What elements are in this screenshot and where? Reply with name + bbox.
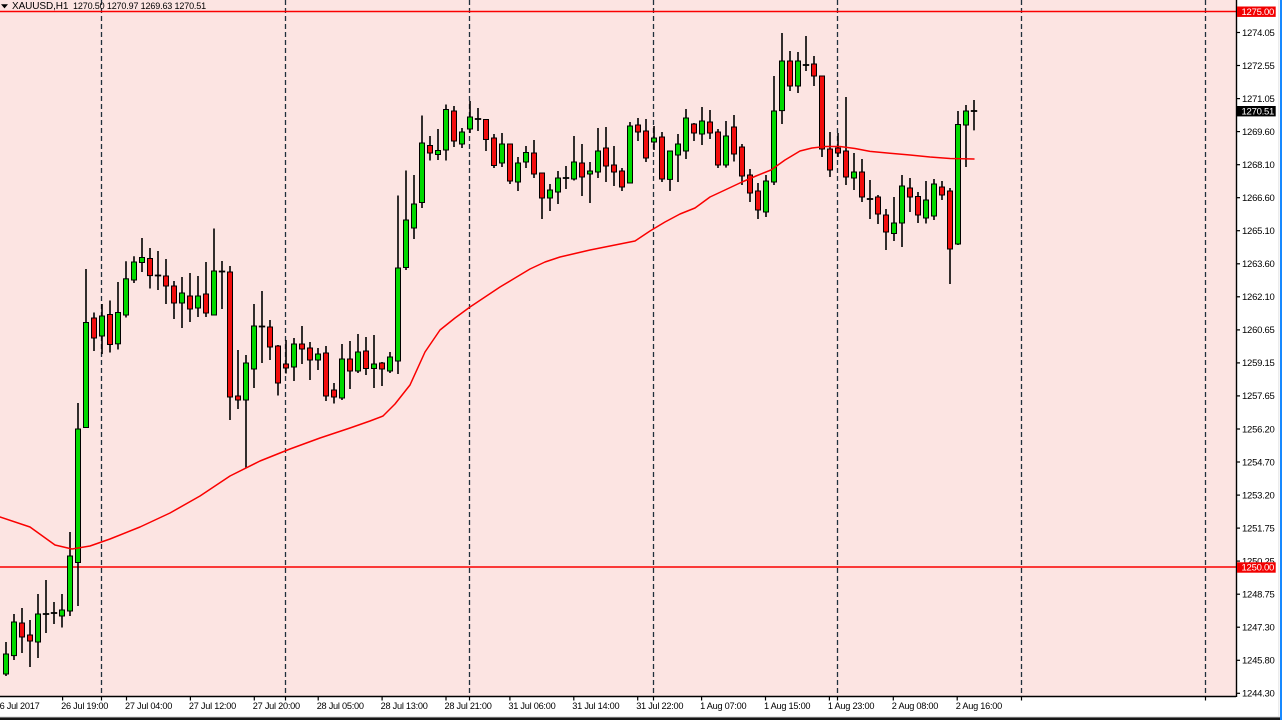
svg-text:2 Aug 16:00: 2 Aug 16:00 — [956, 701, 1002, 711]
svg-text:27 Jul 04:00: 27 Jul 04:00 — [125, 701, 172, 711]
svg-text:1250.00: 1250.00 — [1242, 563, 1275, 574]
svg-text:1254.70: 1254.70 — [1242, 457, 1275, 468]
svg-text:26 Jul 19:00: 26 Jul 19:00 — [61, 701, 108, 711]
svg-text:1269.60: 1269.60 — [1242, 127, 1275, 138]
svg-text:1260.65: 1260.65 — [1242, 325, 1275, 336]
svg-text:26 Jul 2017: 26 Jul 2017 — [0, 701, 40, 711]
svg-text:1 Aug 07:00: 1 Aug 07:00 — [700, 701, 746, 711]
svg-text:1244.30: 1244.30 — [1242, 689, 1275, 700]
svg-text:1262.10: 1262.10 — [1242, 292, 1275, 303]
svg-text:1266.60: 1266.60 — [1242, 193, 1275, 204]
svg-text:1253.20: 1253.20 — [1242, 490, 1275, 501]
svg-text:28 Jul 05:00: 28 Jul 05:00 — [317, 701, 364, 711]
svg-text:1259.15: 1259.15 — [1242, 358, 1275, 369]
svg-text:28 Jul 21:00: 28 Jul 21:00 — [445, 701, 492, 711]
svg-text:1248.75: 1248.75 — [1242, 590, 1275, 601]
svg-text:1257.65: 1257.65 — [1242, 391, 1275, 402]
svg-text:1274.05: 1274.05 — [1242, 28, 1275, 39]
svg-text:27 Jul 12:00: 27 Jul 12:00 — [189, 701, 236, 711]
svg-text:27 Jul 20:00: 27 Jul 20:00 — [253, 701, 300, 711]
svg-text:31 Jul 22:00: 31 Jul 22:00 — [636, 701, 683, 711]
svg-text:1 Aug 23:00: 1 Aug 23:00 — [828, 701, 874, 711]
svg-text:31 Jul 06:00: 31 Jul 06:00 — [508, 701, 555, 711]
svg-text:1 Aug 15:00: 1 Aug 15:00 — [764, 701, 810, 711]
svg-text:2 Aug 08:00: 2 Aug 08:00 — [892, 701, 938, 711]
svg-text:1270.50 1270.97 1269.63 1270.5: 1270.50 1270.97 1269.63 1270.51 — [73, 1, 206, 11]
svg-text:XAUUSD,H1: XAUUSD,H1 — [12, 1, 69, 12]
svg-text:1270.51: 1270.51 — [1242, 106, 1275, 117]
svg-text:1272.55: 1272.55 — [1242, 61, 1275, 72]
svg-text:1247.30: 1247.30 — [1242, 623, 1275, 634]
svg-text:1263.60: 1263.60 — [1242, 259, 1275, 270]
svg-text:1250.25: 1250.25 — [1242, 556, 1275, 567]
svg-text:1271.05: 1271.05 — [1242, 94, 1275, 105]
svg-text:28 Jul 13:00: 28 Jul 13:00 — [381, 701, 428, 711]
svg-text:1268.10: 1268.10 — [1242, 160, 1275, 171]
svg-text:1251.75: 1251.75 — [1242, 523, 1275, 534]
svg-text:1275.00: 1275.00 — [1242, 7, 1275, 18]
svg-text:1265.10: 1265.10 — [1242, 226, 1275, 237]
svg-text:1245.80: 1245.80 — [1242, 656, 1275, 667]
svg-text:1256.20: 1256.20 — [1242, 424, 1275, 435]
svg-text:31 Jul 14:00: 31 Jul 14:00 — [572, 701, 619, 711]
